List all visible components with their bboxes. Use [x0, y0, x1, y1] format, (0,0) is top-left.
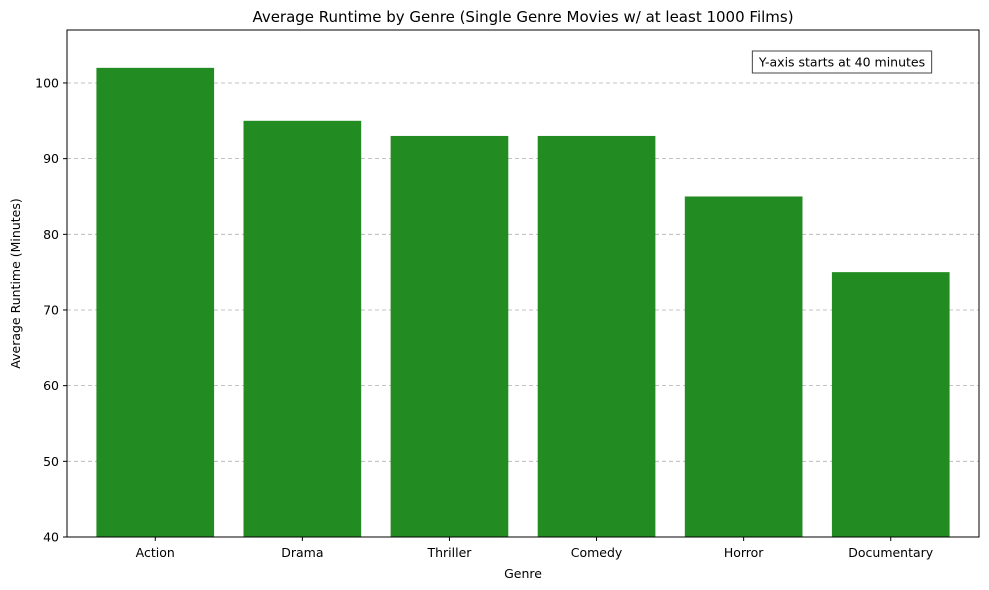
y-tick-label: 50: [43, 454, 59, 469]
y-axis-label: Average Runtime (Minutes): [8, 198, 23, 368]
bar-drama: [243, 120, 362, 537]
x-tick-label-comedy: Comedy: [571, 545, 623, 560]
bars: [96, 67, 950, 538]
x-ticks: Action Drama Thriller Comedy Horror Documenta…: [136, 537, 934, 560]
annotation: Y-axis starts at 40 minutes: [751, 50, 933, 74]
gridlines: [67, 82, 979, 462]
y-tick-label: 40: [43, 530, 59, 545]
y-ticks: 40 50 60 70 80 90 100: [35, 75, 67, 545]
y-tick-label: 90: [43, 151, 59, 166]
x-tick-label-thriller: Thriller: [426, 545, 472, 560]
x-tick-label-drama: Drama: [281, 545, 323, 560]
y-tick-label: 70: [43, 302, 59, 317]
bar-thriller: [390, 135, 509, 537]
x-axis-label: Genre: [504, 566, 542, 581]
x-tick-label-horror: Horror: [724, 545, 764, 560]
y-tick-label: 100: [35, 75, 59, 90]
axes: [66, 29, 980, 538]
plot-frame: [66, 29, 980, 538]
y-tick-label: 80: [43, 227, 59, 242]
bar-documentary: [831, 272, 950, 537]
bar-action: [96, 67, 215, 538]
bar-horror: [684, 196, 803, 538]
annotation-box: [751, 50, 933, 74]
x-tick-label-action: Action: [136, 545, 175, 560]
bar-comedy: [537, 135, 656, 537]
annotation-text: Y-axis starts at 40 minutes: [758, 55, 925, 70]
y-tick-label: 60: [43, 378, 59, 393]
chart-title: Average Runtime by Genre (Single Genre M…: [252, 8, 793, 26]
x-tick-label-documentary: Documentary: [848, 545, 934, 560]
